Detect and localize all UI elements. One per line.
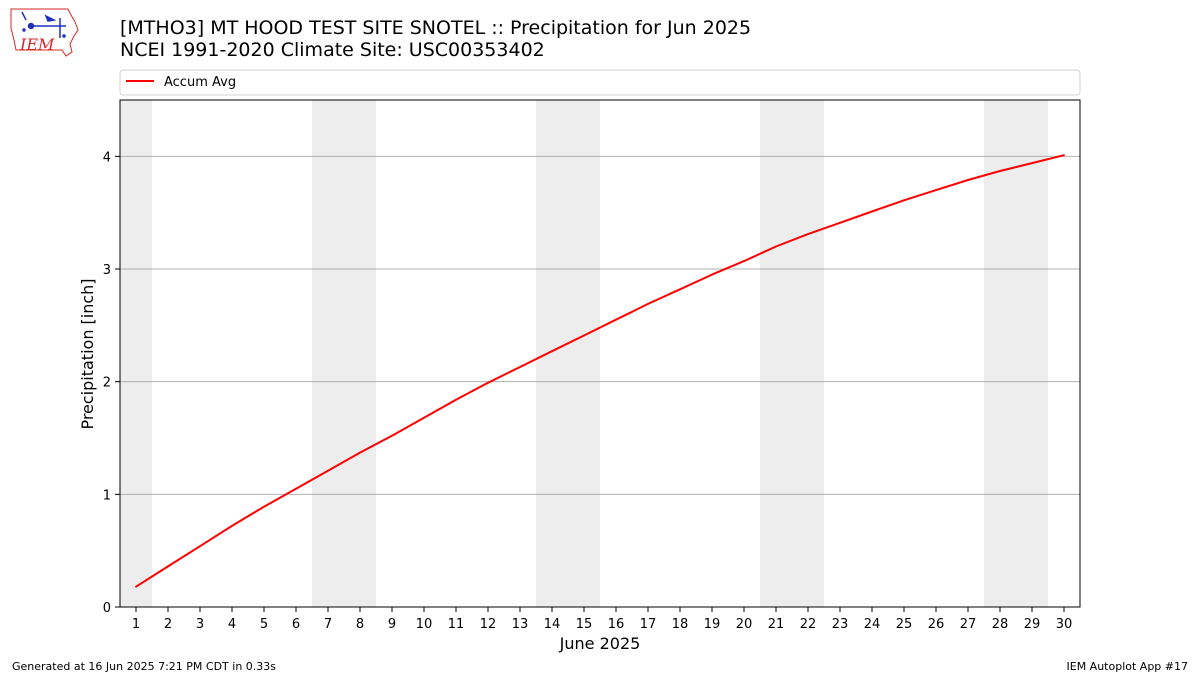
y-axis-label: Precipitation [inch] bbox=[78, 278, 97, 429]
x-tick-label: 4 bbox=[228, 617, 236, 632]
accum-avg-point bbox=[935, 189, 937, 192]
accum-avg-point bbox=[167, 565, 169, 568]
accum-avg-point bbox=[551, 350, 553, 353]
legend-label: Accum Avg bbox=[164, 75, 236, 90]
x-tick-label: 14 bbox=[544, 617, 561, 632]
iowa-outline-shape bbox=[10, 8, 79, 57]
x-tick-label: 5 bbox=[260, 617, 268, 632]
accum-avg-point bbox=[423, 416, 425, 419]
accum-avg-point bbox=[1031, 162, 1033, 164]
accum-avg-point bbox=[711, 273, 713, 276]
x-tick-label: 19 bbox=[704, 617, 721, 632]
y-tick-label: 1 bbox=[103, 488, 111, 503]
logo-text: IEM bbox=[19, 35, 55, 54]
y-tick-label: 0 bbox=[103, 601, 111, 616]
accum-avg-point bbox=[775, 245, 777, 248]
y-tick-label: 2 bbox=[103, 376, 111, 391]
accum-avg-point bbox=[391, 434, 393, 437]
accum-avg-point bbox=[263, 505, 265, 508]
weekend-shade-band bbox=[792, 100, 824, 607]
x-tick-label: 22 bbox=[800, 617, 817, 632]
y-axis-ticks: 0 1 2 3 4 bbox=[103, 150, 120, 616]
footer-generated-text: Generated at 16 Jun 2025 7:21 PM CDT in … bbox=[12, 660, 277, 673]
x-tick-label: 17 bbox=[640, 617, 657, 632]
x-tick-label: 9 bbox=[388, 617, 396, 632]
y-tick-label: 4 bbox=[103, 150, 111, 165]
x-tick-label: 3 bbox=[196, 617, 204, 632]
legend-box bbox=[119, 69, 1081, 96]
x-tick-label: 28 bbox=[992, 617, 1009, 632]
accum-avg-line bbox=[135, 154, 1065, 588]
accum-avg-point bbox=[135, 585, 137, 588]
x-axis-label: June 2025 bbox=[559, 634, 641, 653]
chart-title: [MTHO3] MT HOOD TEST SITE SNOTEL :: Prec… bbox=[120, 17, 752, 39]
accum-avg-point bbox=[999, 170, 1001, 172]
x-tick-label: 24 bbox=[864, 617, 881, 632]
weather-station-icon bbox=[21, 11, 66, 38]
weekend-shade-band bbox=[760, 100, 792, 607]
x-tick-label: 8 bbox=[356, 617, 364, 632]
accum-avg-point bbox=[359, 451, 361, 454]
accum-avg-point bbox=[615, 318, 617, 321]
accum-avg-point bbox=[647, 303, 649, 305]
weekend-shade-band bbox=[344, 100, 376, 607]
accum-avg-point bbox=[327, 469, 329, 472]
weekend-shade-band bbox=[312, 100, 344, 607]
x-tick-label: 18 bbox=[672, 617, 689, 632]
chart-subtitle: NCEI 1991-2020 Climate Site: USC00353402 bbox=[120, 39, 545, 61]
x-tick-label: 29 bbox=[1024, 617, 1041, 632]
x-tick-label: 2 bbox=[164, 617, 172, 632]
x-tick-label: 27 bbox=[960, 617, 977, 632]
accum-avg-point bbox=[487, 381, 489, 384]
accum-avg-point bbox=[231, 524, 233, 527]
x-axis-ticks: 1 2 3 4 5 6 7 8 9 10 11 12 13 14 15 16 17 18 19 20 21 22 23 24 2… bbox=[132, 607, 1072, 632]
x-tick-label: 26 bbox=[928, 617, 945, 632]
x-tick-label: 20 bbox=[736, 617, 753, 632]
accum-avg-point bbox=[519, 366, 521, 368]
x-tick-label: 10 bbox=[416, 617, 433, 632]
weekend-shading bbox=[120, 100, 1048, 607]
accum-avg-point bbox=[967, 179, 969, 181]
x-tick-label: 21 bbox=[768, 617, 785, 632]
y-tick-label: 3 bbox=[103, 263, 111, 278]
accum-avg-point bbox=[679, 288, 681, 291]
accum-avg-point bbox=[807, 233, 809, 235]
x-tick-label: 23 bbox=[832, 617, 849, 632]
weekend-shade-band bbox=[120, 100, 152, 607]
x-tick-label: 11 bbox=[448, 617, 465, 632]
x-tick-label: 6 bbox=[292, 617, 300, 632]
footer-app-label: IEM Autoplot App #17 bbox=[1066, 660, 1189, 673]
accum-avg-point bbox=[743, 260, 745, 263]
weekend-shade-band bbox=[984, 100, 1016, 607]
x-tick-label: 12 bbox=[480, 617, 497, 632]
x-tick-label: 30 bbox=[1056, 617, 1073, 632]
x-tick-label: 25 bbox=[896, 617, 913, 632]
accum-avg-point bbox=[871, 210, 873, 213]
plot-frame bbox=[119, 99, 1081, 608]
weekend-shade-band bbox=[536, 100, 568, 607]
y-gridlines bbox=[120, 155, 1080, 495]
accum-avg-point bbox=[455, 398, 457, 401]
x-tick-label: 15 bbox=[576, 617, 593, 632]
weekend-shade-band bbox=[568, 100, 600, 607]
weekend-shade-band bbox=[1016, 100, 1048, 607]
accum-avg-point bbox=[199, 545, 201, 548]
x-tick-label: 1 bbox=[132, 617, 140, 632]
series-layer bbox=[135, 154, 1065, 588]
accum-avg-point bbox=[839, 221, 841, 224]
accum-avg-point bbox=[583, 334, 585, 337]
accum-avg-point bbox=[903, 199, 905, 202]
accum-avg-point bbox=[1063, 154, 1065, 157]
iem-logo: IEM bbox=[10, 8, 79, 57]
accum-avg-point bbox=[295, 487, 297, 490]
x-tick-label: 13 bbox=[512, 617, 529, 632]
x-tick-label: 7 bbox=[324, 617, 332, 632]
x-tick-label: 16 bbox=[608, 617, 625, 632]
legend: Accum Avg bbox=[119, 69, 1081, 96]
